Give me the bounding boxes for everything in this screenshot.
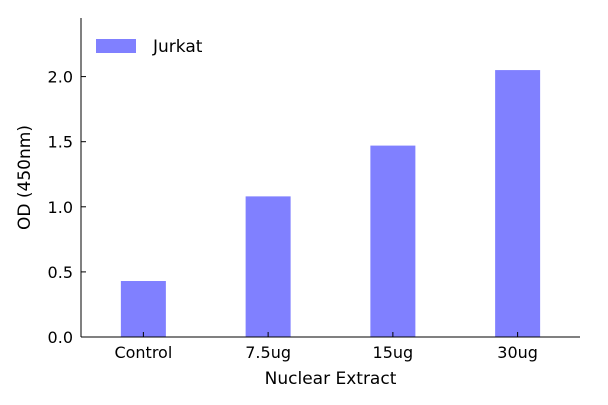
- y-tick-label: 0.5: [48, 263, 73, 282]
- bar-control: [120, 281, 166, 337]
- legend-swatch-jurkat: [96, 39, 136, 53]
- y-axis-ticks: 0.0 0.5 1.0 1.5 2.0: [48, 68, 86, 347]
- bar-7-5ug: [245, 196, 291, 337]
- y-tick-label: 1.5: [48, 133, 73, 152]
- legend: Jurkat: [96, 37, 203, 57]
- x-tick-label: 7.5ug: [245, 343, 291, 362]
- plot-area: 0.0 0.5 1.0 1.5 2.0 Control 7.5ug 15ug 30ug: [48, 18, 580, 362]
- x-axis-label: Nuclear Extract: [265, 369, 397, 389]
- x-tick-label: 30ug: [497, 343, 538, 362]
- bars: [120, 70, 541, 337]
- y-tick-label: 1.0: [48, 198, 73, 217]
- y-tick-label: 2.0: [48, 68, 73, 87]
- bar-15ug: [370, 145, 416, 337]
- bar-30ug: [495, 70, 541, 337]
- x-tick-label: 15ug: [373, 343, 414, 362]
- x-axis-ticks: Control 7.5ug 15ug 30ug: [114, 332, 538, 362]
- x-tick-label: Control: [114, 343, 172, 362]
- y-axis-label: OD (450nm): [15, 125, 35, 230]
- legend-label-jurkat: Jurkat: [152, 37, 203, 57]
- y-tick-label: 0.0: [48, 328, 73, 347]
